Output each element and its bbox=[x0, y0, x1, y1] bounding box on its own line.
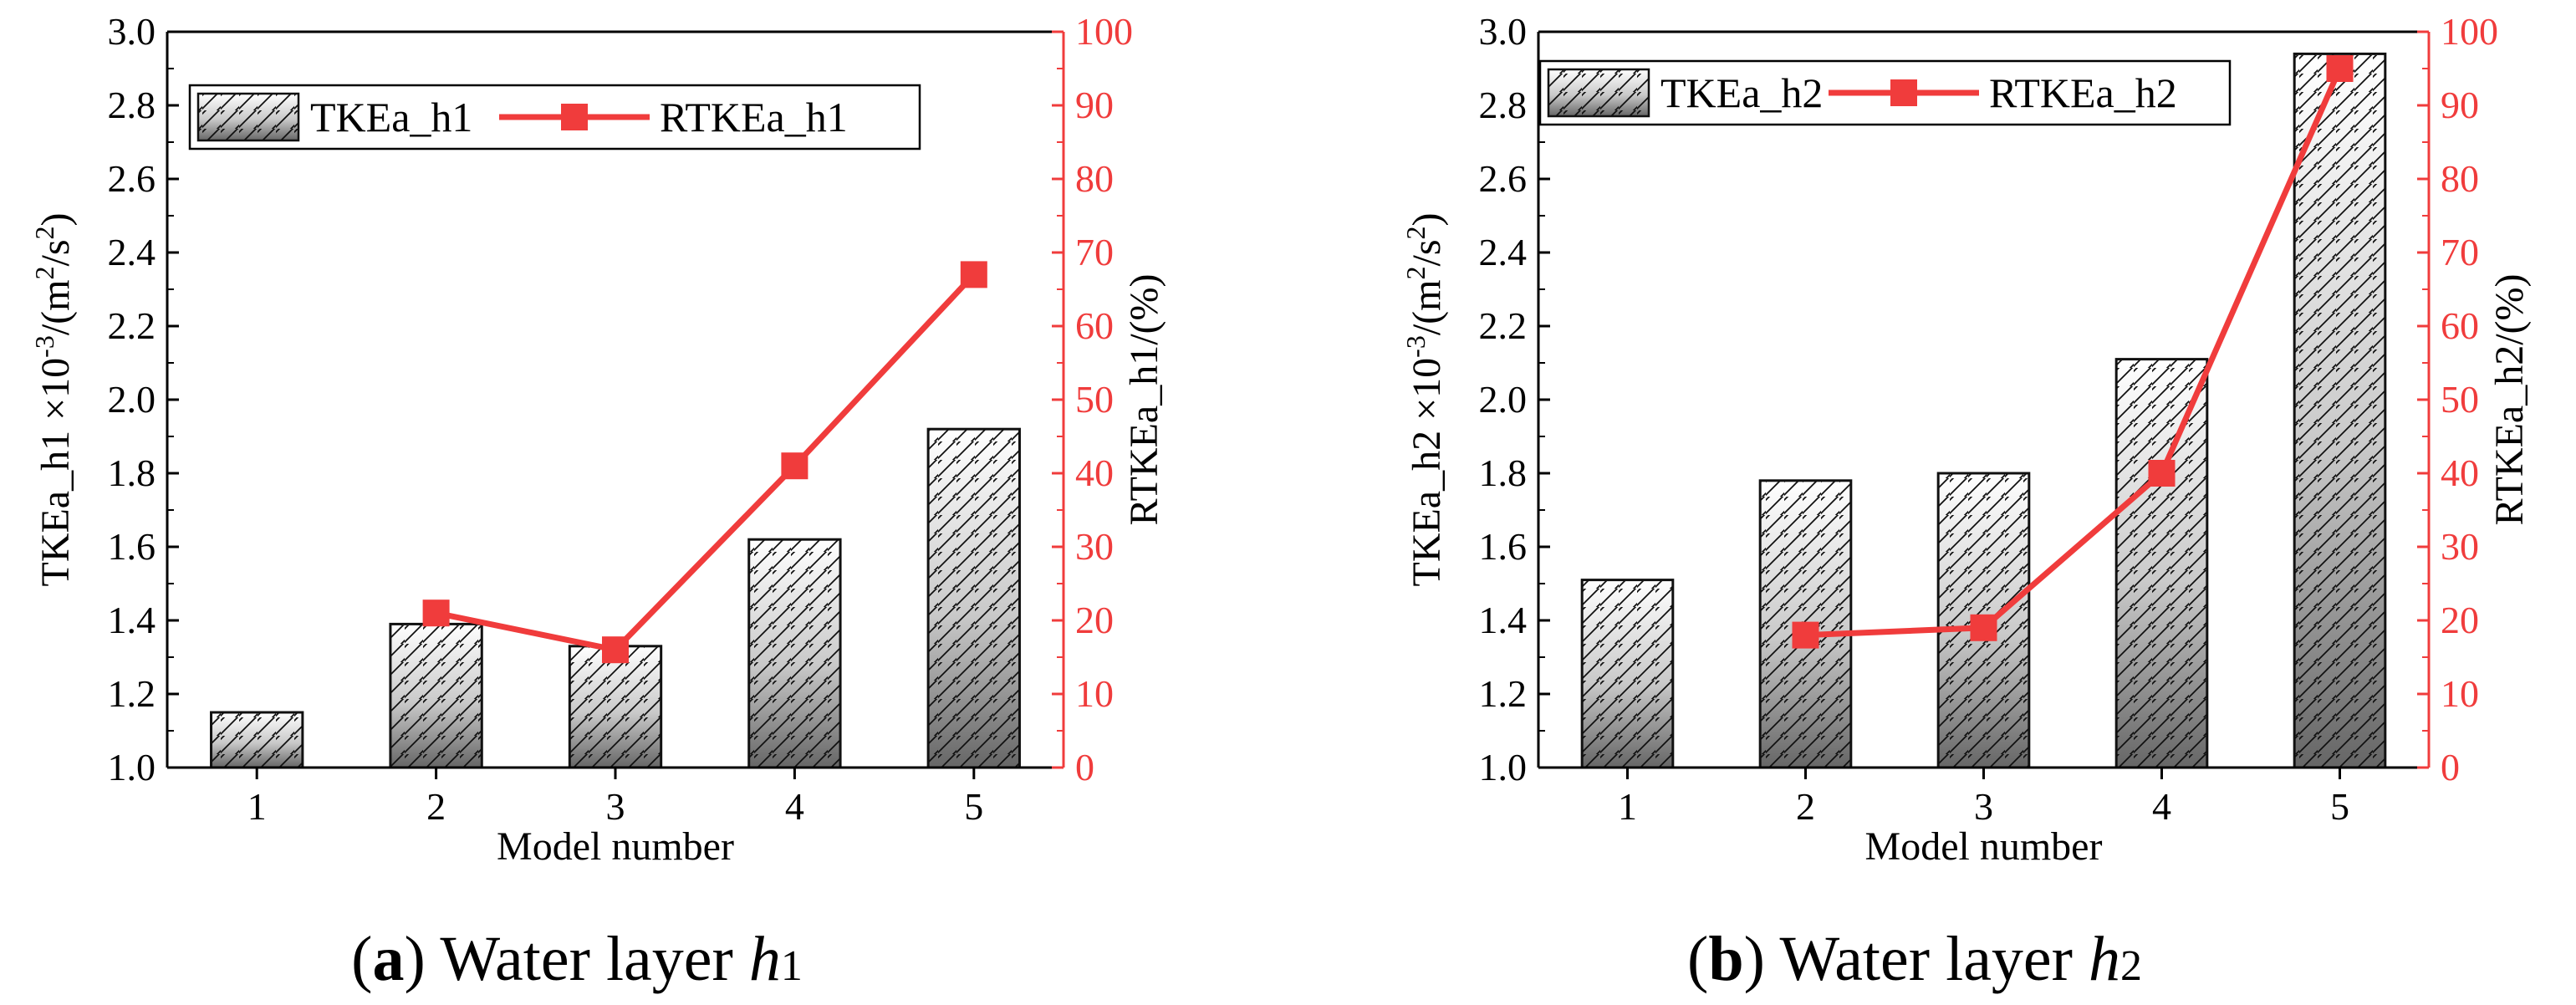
y2-tick-label: 100 bbox=[1075, 10, 1133, 53]
y-tick-label: 2.8 bbox=[108, 84, 156, 126]
y2-axis-label: RTKEa_h2/(%) bbox=[2487, 273, 2532, 525]
y2-tick-label: 10 bbox=[1075, 672, 1114, 715]
legend: TKEa_h2 RTKEa_h2 bbox=[1538, 59, 2232, 126]
y-tick-label: 2.4 bbox=[1479, 231, 1528, 273]
bar-hatch-3 bbox=[568, 645, 663, 769]
y-tick-label: 2.2 bbox=[1479, 304, 1528, 347]
chart-panel-1: 1.0 1.2 1.4 1.6 1.8 2.0 2.2 2.4 2.6 2.8 3.0 0 10 20 30… bbox=[29, 10, 1166, 994]
y2-tick-label: 70 bbox=[2441, 231, 2479, 273]
line-point-4 bbox=[2326, 55, 2354, 82]
x-axis-label: Model number bbox=[497, 824, 734, 869]
y2-tick-label: 90 bbox=[2441, 84, 2479, 126]
y2-tick-label: 0 bbox=[2441, 746, 2460, 788]
x-tick-label: 2 bbox=[426, 785, 446, 828]
y2-tick-label: 40 bbox=[2441, 451, 2479, 494]
y-tick-label: 1.6 bbox=[108, 525, 156, 568]
x-tick-label: 5 bbox=[2330, 785, 2349, 828]
line-point-1 bbox=[1792, 621, 1819, 649]
bar-hatch-4 bbox=[2114, 358, 2209, 769]
y2-tick-label: 60 bbox=[1075, 304, 1114, 347]
legend-label-bar: TKEa_h2 bbox=[1660, 69, 1823, 116]
y-tick-label: 1.2 bbox=[108, 672, 156, 715]
bar-hatch-1 bbox=[210, 711, 304, 769]
y-tick-label: 1.0 bbox=[1479, 746, 1528, 788]
y-tick-label: 2.4 bbox=[108, 231, 156, 273]
line-point-2 bbox=[1970, 614, 1997, 641]
x-axis-label: Model number bbox=[1865, 824, 2103, 869]
y-tick-label: 2.2 bbox=[108, 304, 156, 347]
y-tick-label: 1.0 bbox=[108, 746, 156, 788]
bar-hatch-4 bbox=[747, 538, 842, 769]
line-point-4 bbox=[960, 261, 987, 288]
y2-tick-label: 80 bbox=[2441, 157, 2479, 200]
series-line bbox=[1805, 67, 2343, 639]
bar-hatch-1 bbox=[1580, 579, 1675, 769]
y-tick-label: 2.0 bbox=[1479, 378, 1528, 421]
y-tick-label: 2.6 bbox=[108, 157, 156, 200]
bar-hatch-5 bbox=[2293, 52, 2387, 769]
x-tick-label: 4 bbox=[785, 785, 804, 828]
x-tick-label: 3 bbox=[606, 785, 625, 828]
x-tick-label: 4 bbox=[2152, 785, 2171, 828]
legend-label-bar: TKEa_h1 bbox=[310, 94, 472, 140]
y2-tick-label: 10 bbox=[2441, 672, 2479, 715]
y2-tick-label: 70 bbox=[1075, 231, 1114, 273]
legend-label-line: RTKEa_h1 bbox=[660, 94, 848, 140]
bar-hatch-5 bbox=[926, 427, 1021, 769]
y-tick-label: 1.2 bbox=[1479, 672, 1528, 715]
y2-axis-label: RTKEa_h1/(%) bbox=[1122, 273, 1166, 525]
series-line bbox=[435, 273, 977, 654]
y2-tick-label: 20 bbox=[2441, 599, 2479, 641]
y2-tick-label: 100 bbox=[2441, 10, 2498, 53]
y-tick-label: 1.6 bbox=[1479, 525, 1528, 568]
y-tick-label: 2.0 bbox=[108, 378, 156, 421]
y-tick-label: 2.8 bbox=[1479, 84, 1528, 126]
y-axis-label: TKEa_h2 ×10-3/(m2/s2) bbox=[1400, 213, 1449, 587]
panel-caption: (a) Water layer h1 bbox=[351, 924, 803, 994]
y2-tick-label: 30 bbox=[1075, 525, 1114, 568]
y2-tick-label: 50 bbox=[2441, 378, 2479, 421]
y-tick-label: 1.4 bbox=[108, 599, 156, 641]
y2-tick-label: 40 bbox=[1075, 451, 1114, 494]
y2-tick-label: 20 bbox=[1075, 599, 1114, 641]
y-tick-label: 3.0 bbox=[108, 10, 156, 53]
x-tick-label: 2 bbox=[1796, 785, 1815, 828]
y-axis-label: TKEa_h1 ×10-3/(m2/s2) bbox=[29, 213, 78, 587]
x-tick-label: 1 bbox=[247, 785, 267, 828]
legend: TKEa_h1 RTKEa_h1 bbox=[188, 84, 921, 150]
line-point-3 bbox=[2148, 460, 2176, 487]
x-tick-label: 1 bbox=[1618, 785, 1637, 828]
line-point-3 bbox=[781, 452, 809, 480]
y2-tick-label: 0 bbox=[1075, 746, 1094, 788]
y-tick-label: 3.0 bbox=[1479, 10, 1528, 53]
y2-tick-label: 80 bbox=[1075, 157, 1114, 200]
y-tick-label: 1.8 bbox=[108, 451, 156, 494]
line-point-2 bbox=[602, 636, 629, 664]
y2-tick-label: 60 bbox=[2441, 304, 2479, 347]
y-tick-label: 1.4 bbox=[1479, 599, 1528, 641]
panel-caption: (b) Water layer h2 bbox=[1687, 924, 2142, 994]
legend-label-line: RTKEa_h2 bbox=[1989, 69, 2177, 116]
bar-hatch-2 bbox=[389, 622, 483, 769]
y2-tick-label: 90 bbox=[1075, 84, 1114, 126]
y-tick-label: 1.8 bbox=[1479, 451, 1528, 494]
y-tick-label: 2.6 bbox=[1479, 157, 1528, 200]
x-tick-label: 5 bbox=[964, 785, 983, 828]
y2-tick-label: 50 bbox=[1075, 378, 1114, 421]
y2-tick-label: 30 bbox=[2441, 525, 2479, 568]
line-point-1 bbox=[422, 599, 450, 627]
chart-panel-2: 1.0 1.2 1.4 1.6 1.8 2.0 2.2 2.4 2.6 2.8 3.0 0 10 20 30… bbox=[1400, 10, 2532, 994]
x-tick-label: 3 bbox=[1974, 785, 1993, 828]
